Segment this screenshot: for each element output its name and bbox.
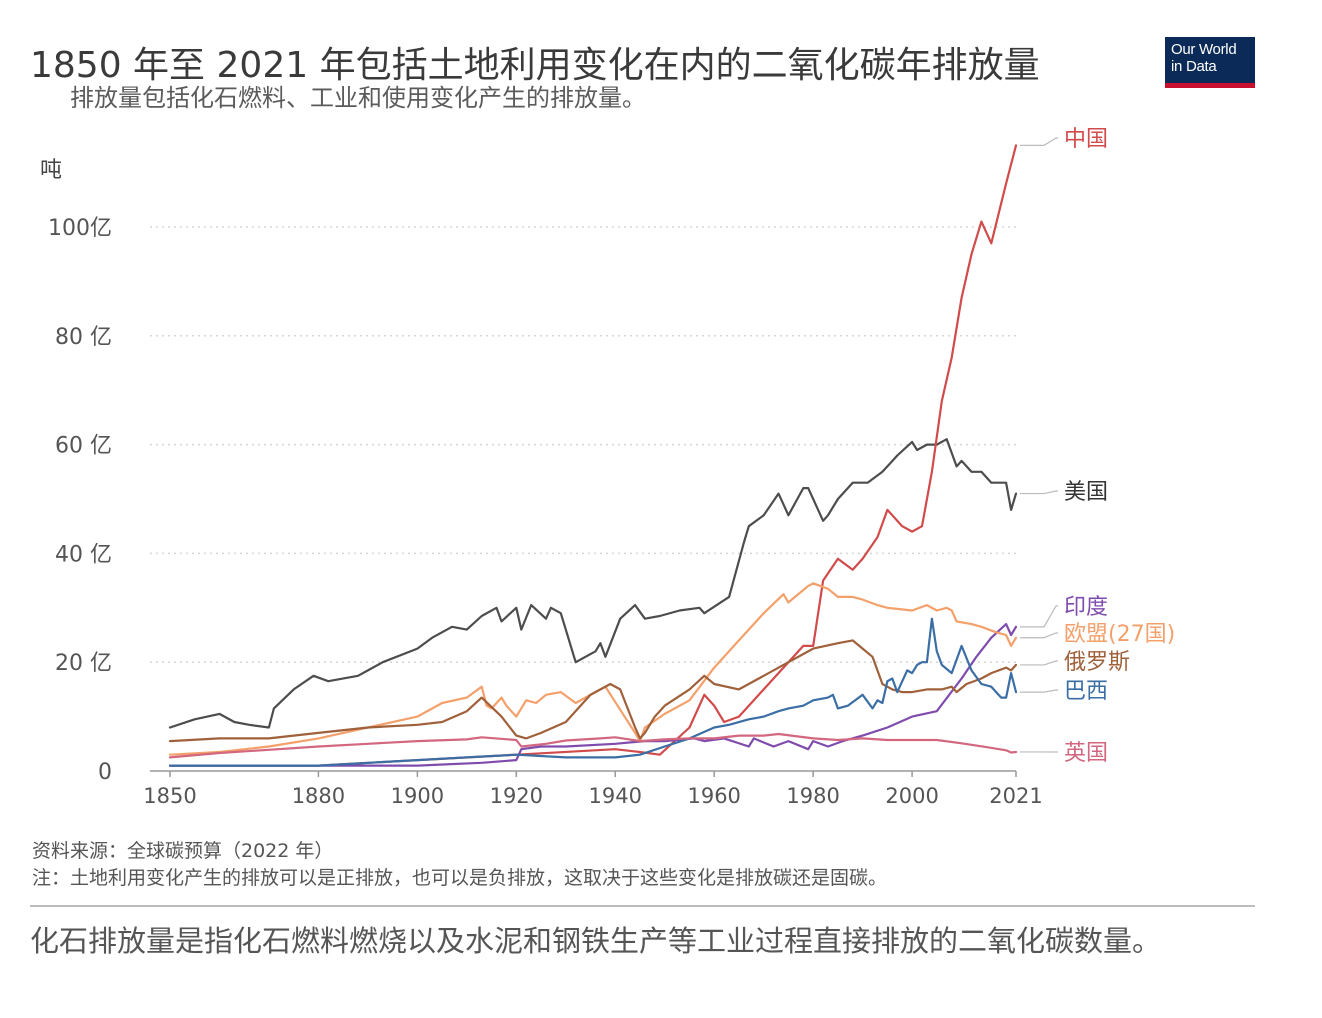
x-axis: 1850 1880 1900 1920 1940 1960 1980 2000 2021 (143, 770, 1043, 808)
x-tick-label: 1900 (391, 784, 444, 808)
series-label[interactable]: 俄罗斯 (1064, 650, 1130, 675)
y-tick-label: 100亿 (48, 216, 112, 241)
label-connector (1020, 490, 1058, 495)
logo-line-1: Our World (1171, 41, 1237, 58)
y-tick-label: 60 亿 (55, 434, 112, 459)
land-use-note: 注：土地利用变化产生的排放可以是正排放，也可以是负排放，这取决于这些变化是排放碳… (32, 867, 888, 889)
x-tick-label: 2021 (989, 784, 1042, 808)
series-line-1[interactable] (168, 144, 1018, 767)
y-axis-unit-label: 吨 (40, 158, 63, 183)
x-tick-label: 1850 (143, 784, 196, 808)
label-connector (1020, 689, 1058, 693)
chart-title: 1850 年至 2021 年包括土地利用变化在内的二氧化碳年排放量 (30, 45, 1040, 86)
series-line-0[interactable] (168, 438, 1018, 729)
x-tick-label: 1880 (292, 784, 345, 808)
series-label[interactable]: 英国 (1064, 741, 1108, 766)
grid-lines (150, 226, 1016, 663)
footer-divider (30, 905, 1255, 907)
x-tick-label: 2000 (885, 784, 938, 808)
chart-subtitle: 排放量包括化石燃料、工业和使用变化产生的排放量。 (70, 84, 646, 112)
x-tick-label: 1920 (490, 784, 543, 808)
source-note: 资料来源：全球碳预算（2022 年） (32, 840, 334, 862)
series-line-4[interactable] (168, 639, 1018, 743)
series-label[interactable]: 印度 (1064, 595, 1108, 620)
series-lines (168, 144, 1018, 767)
y-tick-label: 40 亿 (55, 542, 112, 567)
logo-line-2: in Data (1171, 58, 1217, 75)
x-tick-label: 1940 (589, 784, 642, 808)
label-connector (1020, 137, 1058, 146)
series-line-3[interactable] (168, 582, 1018, 756)
x-tick-label: 1960 (687, 784, 740, 808)
series-line-2[interactable] (168, 622, 1018, 767)
y-tick-label: 0 (98, 760, 112, 785)
fossil-emissions-caption: 化石排放量是指化石燃料燃烧以及水泥和钢铁生产等工业过程直接排放的二氧化碳数量。 (30, 924, 1162, 958)
series-line-5[interactable] (168, 617, 1018, 767)
y-tick-label: 80 亿 (55, 325, 112, 350)
label-connector (1020, 632, 1058, 639)
y-axis-ticks: 0 20 亿 40 亿 60 亿 80 亿 100亿 (48, 216, 112, 785)
label-connector (1020, 605, 1058, 628)
series-label[interactable]: 巴西 (1064, 679, 1108, 704)
owid-logo[interactable]: Our World in Data (1165, 37, 1255, 88)
x-tick-label: 1980 (786, 784, 839, 808)
series-label[interactable]: 中国 (1064, 127, 1108, 152)
series-label[interactable]: 欧盟(27国) (1064, 622, 1175, 647)
label-connector (1020, 660, 1058, 666)
series-line-6[interactable] (168, 732, 1018, 759)
y-tick-label: 20 亿 (55, 651, 112, 676)
series-label[interactable]: 美国 (1064, 480, 1108, 505)
